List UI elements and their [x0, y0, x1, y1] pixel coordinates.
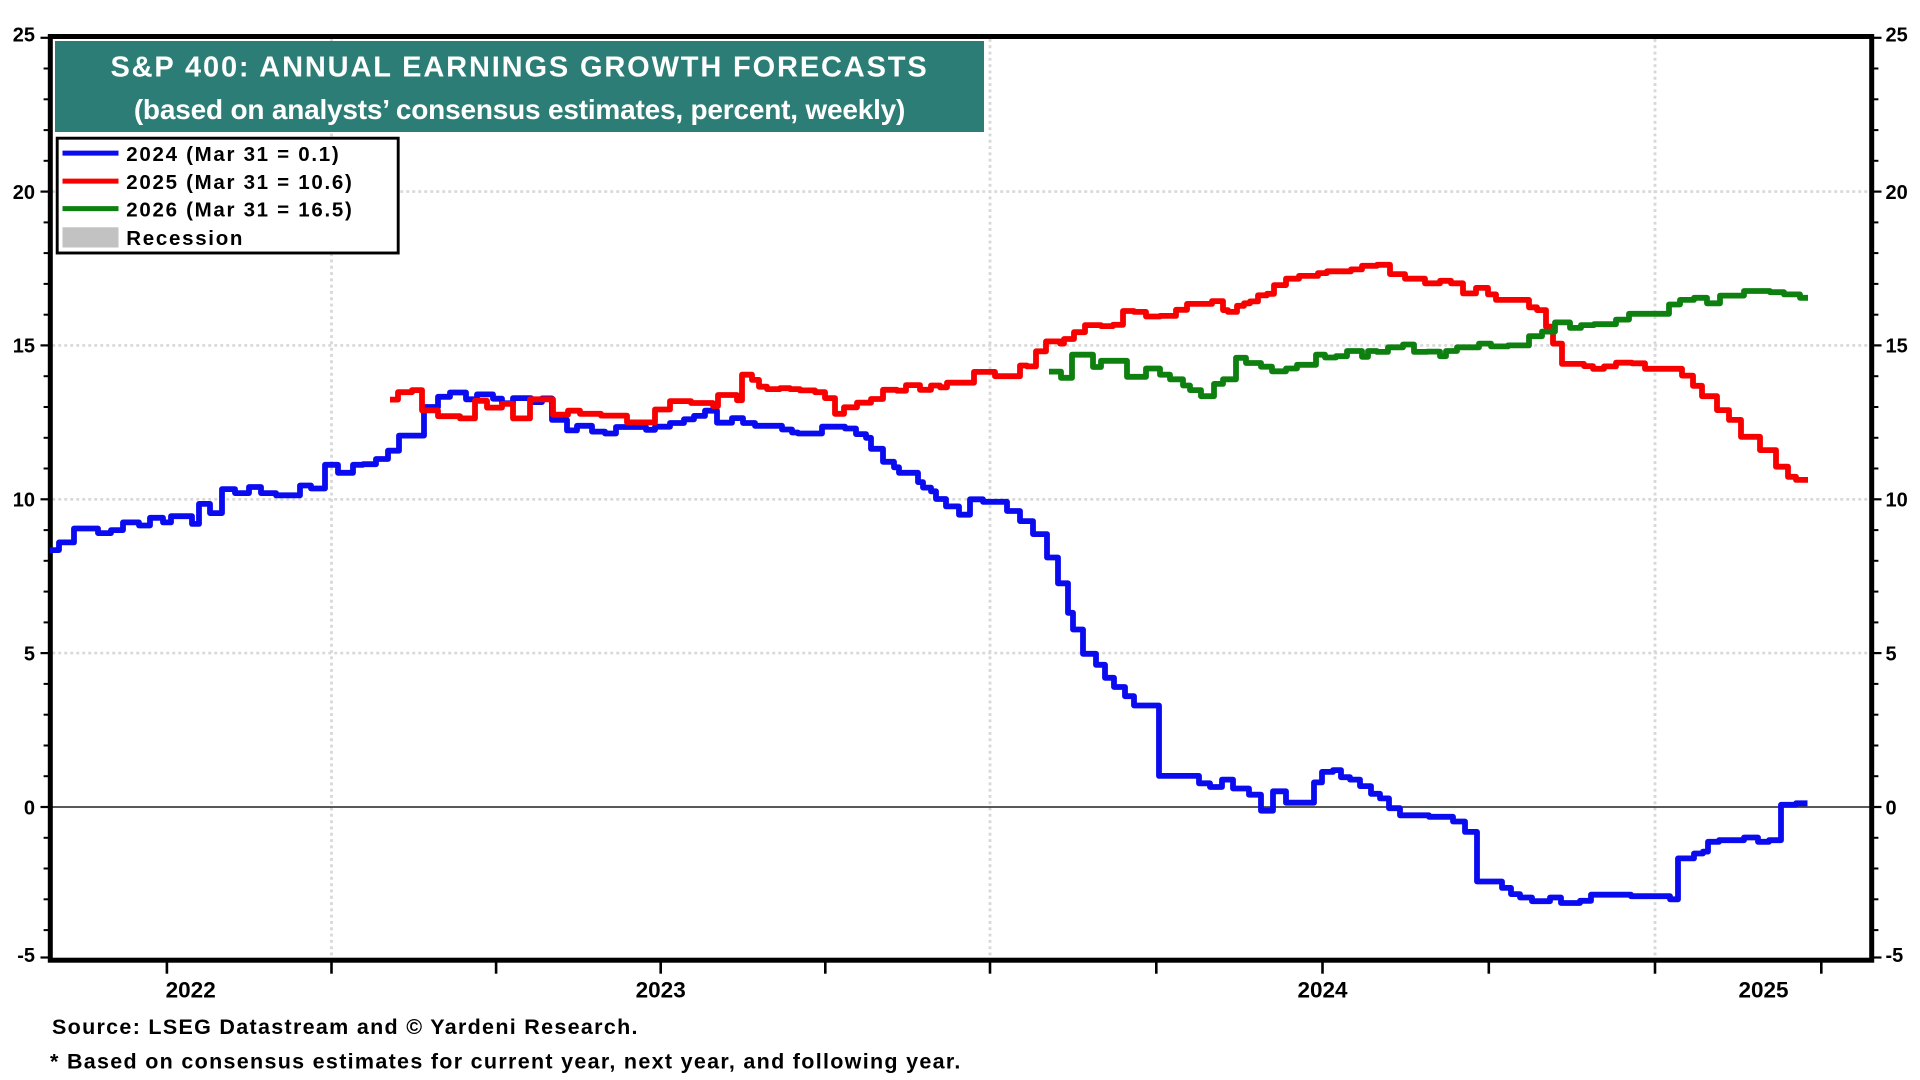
svg-text:20: 20: [13, 182, 35, 204]
svg-text:2026 (Mar 31 = 16.5): 2026 (Mar 31 = 16.5): [126, 198, 353, 221]
svg-text:25: 25: [13, 25, 35, 47]
svg-text:Source: LSEG Datastream and ©: Source: LSEG Datastream and © Yardeni Re…: [52, 1015, 639, 1039]
svg-text:-5: -5: [1886, 945, 1904, 967]
svg-text:Recession: Recession: [126, 227, 244, 250]
svg-text:2025: 2025: [1738, 978, 1788, 1003]
svg-text:2024: 2024: [1297, 978, 1348, 1003]
svg-text:2022: 2022: [166, 978, 216, 1003]
svg-text:5: 5: [24, 643, 35, 665]
svg-text:S&P 400: ANNUAL EARNINGS GROWT: S&P 400: ANNUAL EARNINGS GROWTH FORECAST…: [110, 52, 928, 84]
svg-text:2024 (Mar 31 = 0.1): 2024 (Mar 31 = 0.1): [126, 143, 340, 166]
svg-text:2023: 2023: [636, 978, 686, 1003]
svg-text:5: 5: [1886, 643, 1897, 665]
svg-text:(based on analysts’ consensus: (based on analysts’ consensus estimates,…: [134, 94, 905, 125]
svg-text:15: 15: [13, 336, 35, 358]
svg-text:0: 0: [1886, 797, 1897, 819]
svg-text:10: 10: [13, 490, 35, 512]
svg-text:25: 25: [1886, 25, 1908, 47]
svg-text:-5: -5: [17, 945, 35, 967]
svg-text:15: 15: [1886, 336, 1908, 358]
svg-text:2025 (Mar 31 = 10.6): 2025 (Mar 31 = 10.6): [126, 171, 353, 194]
svg-text:20: 20: [1886, 182, 1908, 204]
svg-text:* Based on consensus estimates: * Based on consensus estimates for curre…: [50, 1050, 962, 1074]
svg-text:10: 10: [1886, 490, 1908, 512]
svg-text:0: 0: [24, 797, 35, 819]
